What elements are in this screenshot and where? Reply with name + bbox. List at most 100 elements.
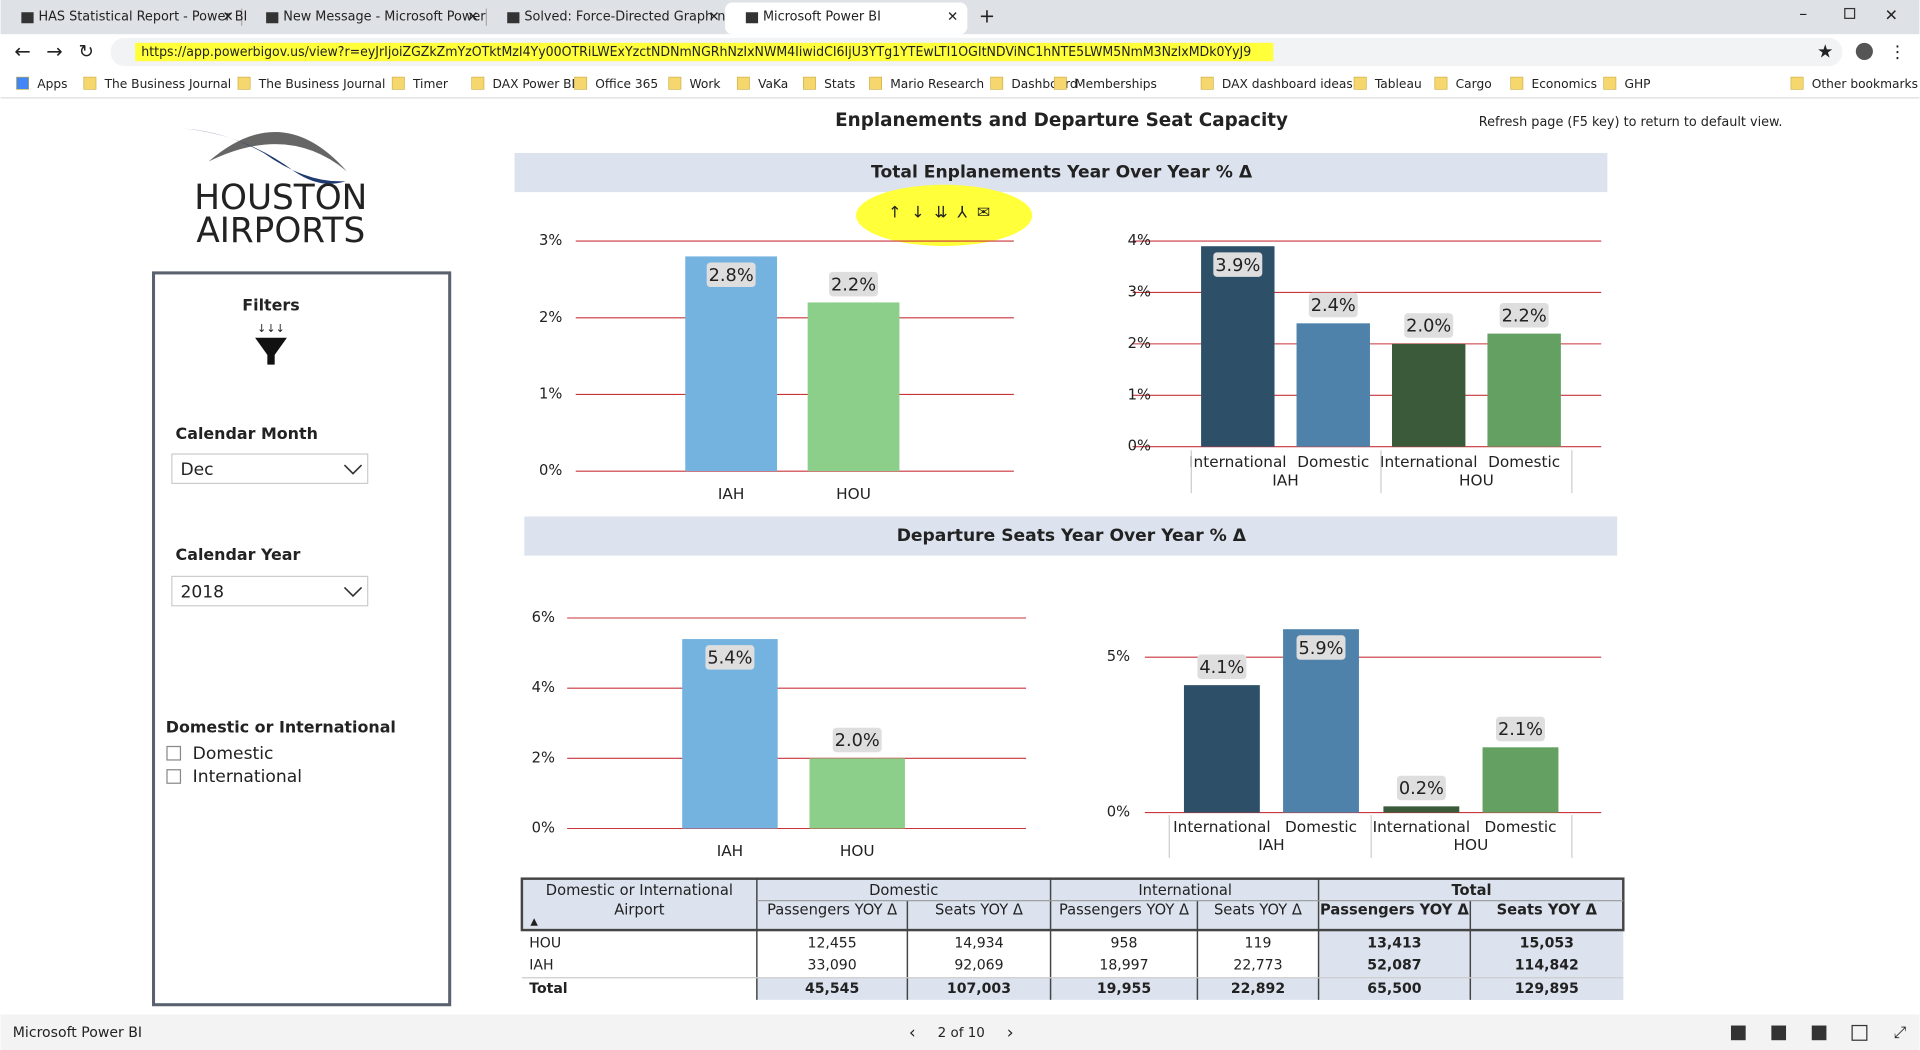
filter-label: Calendar Year [176, 545, 301, 564]
bar [807, 302, 900, 472]
table-header: Passengers YOY Δ [767, 901, 897, 918]
tab-title[interactable]: Microsoft Power BI [763, 10, 881, 25]
tab-close[interactable]: ✕ [708, 10, 719, 25]
group-label: HOU [1454, 836, 1489, 854]
table-header: International [1138, 882, 1232, 899]
month-dropdown[interactable] [171, 453, 369, 485]
tab-close[interactable]: ✕ [223, 10, 234, 25]
linkedin-icon[interactable] [1730, 1025, 1746, 1041]
bookmark[interactable]: DAX dashboard ideas [1222, 77, 1353, 91]
data-label: 2.4% [1311, 296, 1356, 316]
bookmark[interactable]: Dashboard [1011, 77, 1077, 91]
bookmark[interactable]: GHP [1625, 77, 1651, 91]
y-tick-label: 0% [1107, 804, 1130, 821]
table-header: Seats YOY Δ [1497, 901, 1598, 918]
logo-text: AIRPORTS [196, 211, 365, 251]
table-cell: 18,997 [1099, 958, 1148, 974]
bookmark-icon [1603, 76, 1617, 90]
data-label-bg [1496, 716, 1545, 742]
table-cell: HOU [529, 936, 561, 952]
table-cell: 52,087 [1367, 958, 1421, 974]
checkbox-label: Domestic [193, 744, 274, 764]
checkbox[interactable] [166, 769, 182, 784]
close-window[interactable]: ✕ [1885, 5, 1898, 24]
bar [1383, 806, 1460, 813]
bookmark-icon [1053, 76, 1067, 90]
tab-close[interactable]: ✕ [467, 10, 478, 25]
tab-title[interactable]: New Message - Microsoft Power [283, 10, 486, 25]
table-cell: 19,955 [1097, 981, 1151, 997]
profile-icon[interactable] [1855, 42, 1873, 60]
dropdown-value: Dec [180, 460, 213, 480]
section-header [514, 152, 1608, 193]
next-page[interactable]: › [1007, 1023, 1014, 1043]
x-tick-label: HOU [836, 485, 871, 503]
x-tick-label: International [1373, 818, 1471, 836]
fullscreen-icon[interactable]: ⤢ [1894, 1022, 1907, 1041]
share-icon[interactable] [1851, 1024, 1868, 1041]
table-header: Domestic [869, 882, 938, 899]
bookmark[interactable]: The Business Journal [258, 77, 386, 91]
forward-button[interactable]: → [46, 40, 62, 63]
year-dropdown[interactable] [171, 575, 369, 607]
new-tab[interactable]: + [979, 5, 995, 28]
table-header: Passengers YOY Δ [1320, 901, 1469, 918]
facebook-icon[interactable] [1811, 1025, 1827, 1041]
data-label-bg [1308, 292, 1358, 318]
data-label: 2.1% [1498, 720, 1543, 740]
y-tick-label: 3% [539, 232, 562, 249]
table-cell: 92,069 [954, 958, 1003, 974]
x-tick-label: HOU [840, 842, 875, 860]
bookmark[interactable]: Work [690, 77, 722, 91]
table-cell: 22,773 [1233, 958, 1282, 974]
x-tick-label: International [1189, 453, 1287, 471]
bookmark-icon [1790, 76, 1804, 90]
tab-close[interactable]: ✕ [947, 10, 958, 25]
active-tab[interactable] [725, 2, 968, 35]
bookmark[interactable]: DAX Power BI [493, 77, 576, 91]
bookmark[interactable]: VaKa [758, 77, 788, 91]
twitter-icon[interactable] [1771, 1025, 1787, 1041]
bookmark[interactable]: Economics [1532, 77, 1598, 91]
minimize[interactable]: – [1799, 4, 1807, 23]
table-cell: 119 [1245, 936, 1272, 952]
data-label-bg [1396, 775, 1446, 801]
bookmark[interactable]: Memberships [1075, 77, 1157, 91]
bookmark[interactable]: Mario Research [890, 77, 984, 91]
visual-toolbar[interactable]: ↑↓⇊⅄✉ [888, 202, 1000, 221]
data-label-bg [832, 727, 882, 753]
bookmark[interactable]: Tableau [1374, 77, 1422, 91]
checkbox[interactable] [166, 745, 182, 761]
bookmark[interactable]: Other bookmarks [1812, 77, 1918, 91]
reload-button[interactable]: ↻ [79, 42, 94, 63]
group-label: IAH [1272, 471, 1298, 489]
bookmark[interactable]: Stats [824, 77, 855, 91]
table-cell: 129,895 [1515, 981, 1579, 997]
bar [1201, 246, 1275, 447]
back-button[interactable]: ← [14, 40, 30, 63]
footer-bar [0, 1014, 1920, 1050]
y-tick-label: 0% [539, 462, 562, 479]
table-cell: 45,545 [805, 981, 859, 997]
bookmark-icon [1353, 76, 1367, 90]
menu-icon[interactable]: ⋮ [1889, 43, 1906, 63]
sort-arrow: ▲ [530, 917, 538, 928]
table-header: Airport [614, 901, 664, 918]
bar [682, 639, 778, 829]
table-header-bg [521, 878, 1624, 931]
tab-title[interactable]: Solved: Force-Directed Graph no [524, 10, 733, 25]
data-label-bg [705, 645, 755, 670]
dropdown-value: 2018 [180, 582, 224, 602]
star-icon[interactable]: ★ [1817, 42, 1833, 63]
data-label: 2.8% [709, 266, 754, 286]
tab-icon [745, 12, 759, 24]
bookmark[interactable]: Cargo [1456, 77, 1492, 91]
bookmark[interactable]: Timer [412, 77, 449, 91]
tab-title[interactable]: HAS Statistical Report - Power BI [38, 10, 247, 25]
prev-page[interactable]: ‹ [909, 1023, 916, 1043]
bookmark[interactable]: The Business Journal [104, 77, 232, 91]
bookmark[interactable]: Office 365 [595, 77, 658, 91]
bookmark[interactable]: Apps [37, 77, 67, 91]
restore[interactable] [1844, 7, 1856, 19]
